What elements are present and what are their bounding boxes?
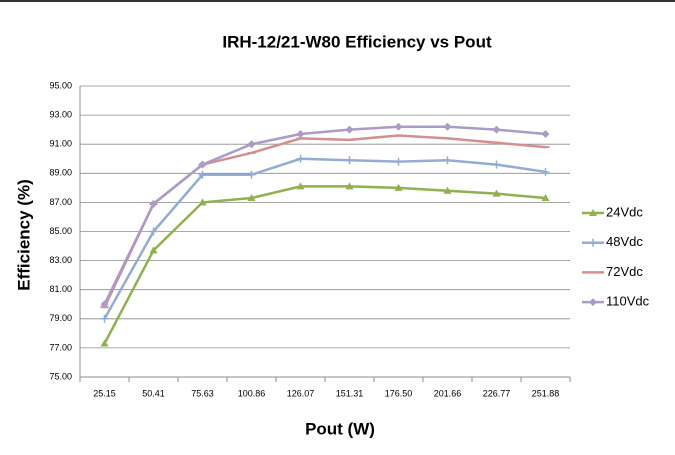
chart-title: IRH-12/21-W80 Efficiency vs Pout (222, 32, 492, 51)
marker (100, 314, 109, 323)
x-tick-label: 176.50 (385, 388, 413, 398)
legend-label: 24Vdc (606, 204, 643, 219)
y-tick-label: 79.00 (49, 313, 72, 323)
x-tick-label: 100.86 (238, 388, 266, 398)
y-axis-label: Efficiency (%) (14, 179, 33, 290)
marker (345, 125, 354, 134)
marker (443, 122, 452, 131)
marker (247, 170, 256, 179)
y-tick-label: 83.00 (49, 255, 72, 265)
y-tick-label: 89.00 (49, 168, 72, 178)
marker (443, 186, 452, 194)
marker (198, 170, 207, 179)
legend-label: 110Vdc (606, 294, 650, 309)
marker (443, 156, 452, 165)
x-tick-label: 251.88 (532, 388, 560, 398)
marker (247, 194, 256, 202)
marker (198, 160, 207, 169)
y-tick-label: 75.00 (49, 371, 72, 381)
x-axis-label: Pout (W) (305, 419, 375, 438)
series-line (103, 157, 546, 320)
y-tick-label: 87.00 (49, 197, 72, 207)
marker (100, 300, 109, 309)
marker (589, 238, 597, 247)
marker (394, 157, 403, 166)
series-line (103, 185, 546, 345)
marker (589, 298, 597, 307)
x-tick-label: 226.77 (483, 388, 511, 398)
y-tick-label: 85.00 (49, 226, 72, 236)
y-tick-label: 91.00 (49, 139, 72, 149)
x-tick-label: 201.66 (434, 388, 462, 398)
marker (149, 227, 158, 236)
marker (589, 209, 597, 216)
y-tick-label: 95.00 (49, 80, 72, 90)
marker (247, 140, 256, 149)
marker (541, 194, 550, 202)
marker (492, 189, 501, 197)
y-tick-label: 81.00 (49, 284, 72, 294)
marker (296, 182, 305, 190)
x-tick-label: 50.41 (142, 388, 165, 398)
y-tick-label: 77.00 (49, 342, 72, 352)
marker (345, 156, 354, 165)
marker (296, 130, 305, 139)
marker (492, 160, 501, 169)
x-tick-label: 25.15 (93, 388, 116, 398)
marker (296, 154, 305, 163)
marker (492, 125, 501, 134)
legend-label: 48Vdc (606, 234, 643, 249)
marker (394, 122, 403, 131)
marker (541, 167, 550, 176)
marker (149, 246, 158, 254)
x-tick-label: 75.63 (191, 388, 214, 398)
marker (345, 182, 354, 190)
legend-label: 72Vdc (606, 264, 643, 279)
marker (541, 130, 550, 139)
marker (394, 183, 403, 191)
marker (198, 198, 207, 206)
marker (100, 339, 109, 347)
x-tick-label: 126.07 (287, 388, 315, 398)
x-tick-label: 151.31 (336, 388, 364, 398)
marker (149, 199, 158, 208)
series-line (103, 125, 546, 305)
y-tick-label: 93.00 (49, 109, 72, 119)
